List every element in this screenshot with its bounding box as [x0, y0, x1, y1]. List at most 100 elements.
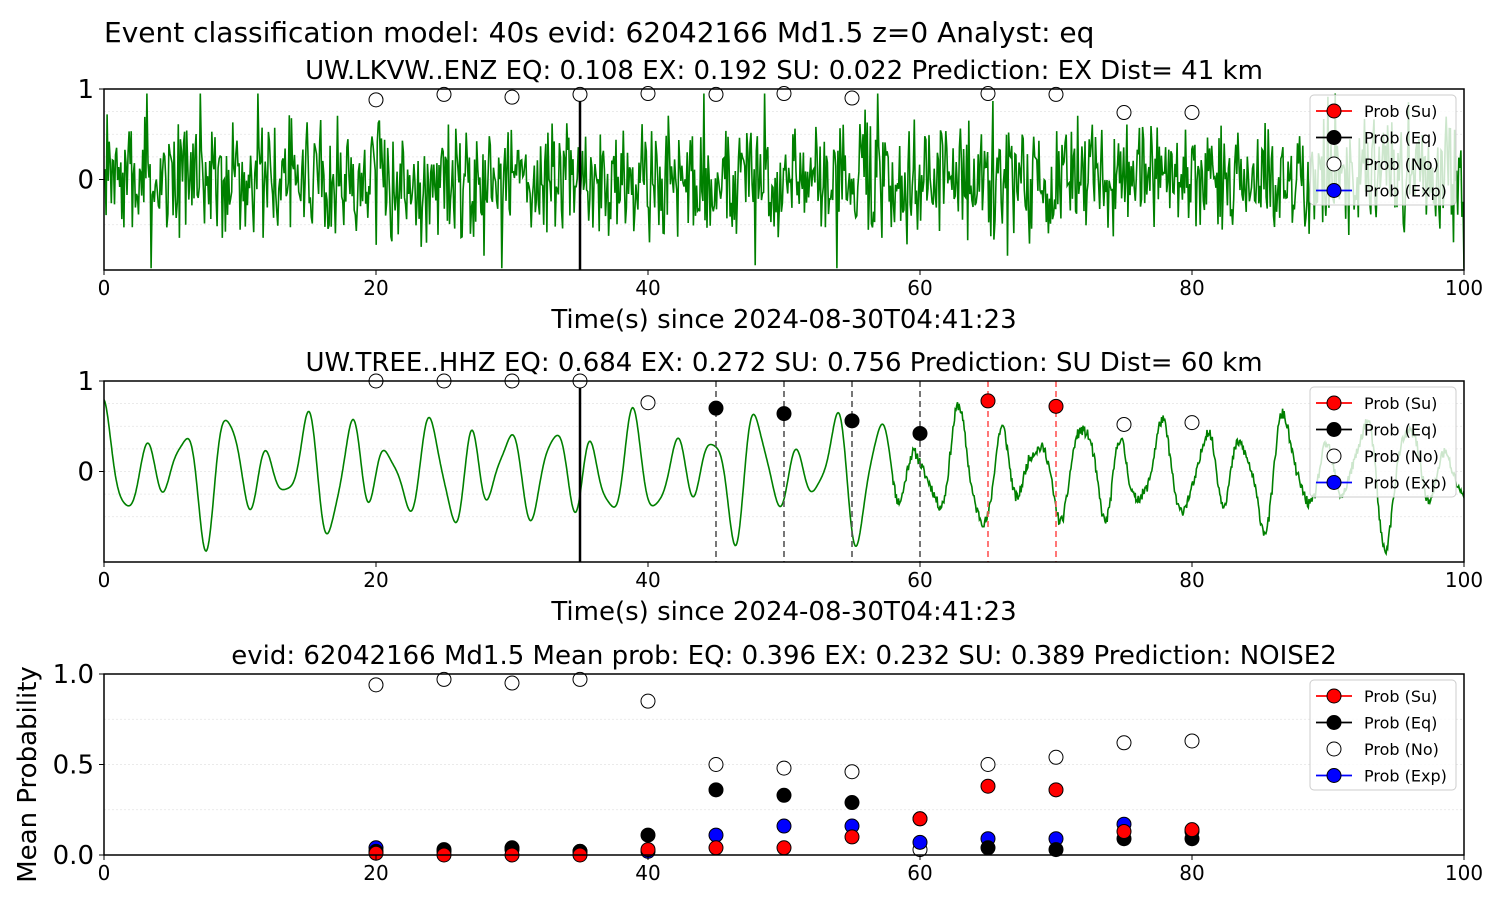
waveform-line — [104, 93, 1464, 269]
marker-prob-no — [1116, 735, 1132, 751]
legend-marker — [1326, 130, 1342, 145]
x-tick-label: 40 — [635, 568, 660, 592]
marker-prob-no — [1116, 416, 1132, 432]
marker-prob-no — [640, 86, 656, 102]
marker-prob-su — [1048, 398, 1064, 414]
marker-prob-su — [1048, 782, 1064, 798]
x-tick-label: 60 — [907, 568, 932, 592]
marker-prob-su — [776, 840, 792, 856]
y-tick-label: 0 — [77, 166, 94, 196]
x-tick-label: 20 — [363, 568, 388, 592]
legend-label: Prob (Eq) — [1364, 714, 1437, 733]
x-axis-label: Time(s) since 2024-08-30T04:41:23 — [550, 305, 1016, 335]
x-tick-label: 0 — [98, 568, 111, 592]
x-tick-label: 0 — [98, 276, 111, 300]
legend-marker — [1326, 768, 1342, 783]
marker-prob-eq — [1048, 842, 1064, 858]
legend-marker — [1326, 448, 1342, 464]
legend-box — [1309, 386, 1457, 498]
marker-prob-no — [640, 693, 656, 709]
marker-prob-no — [504, 89, 520, 105]
panel-3: 0 20 40 60 80 100 0.0 0.5 1.0 evid: 62042166 Md1.… — [13, 641, 1483, 885]
y-tick-label: 0.5 — [53, 751, 94, 781]
marker-prob-no — [572, 671, 588, 687]
x-tick-label: 40 — [635, 276, 660, 300]
x-tick-label: 80 — [1179, 276, 1204, 300]
marker-prob-exp — [708, 827, 724, 843]
marker-prob-eq — [708, 782, 724, 798]
marker-prob-no — [844, 90, 860, 106]
x-tick-label: 20 — [363, 861, 388, 885]
x-tick-label: 20 — [363, 276, 388, 300]
y-axis-label: Mean Probability — [13, 666, 43, 883]
legend-label: Prob (No) — [1364, 155, 1439, 174]
legend-box — [1309, 94, 1457, 206]
marker-prob-no — [368, 92, 384, 108]
marker-prob-exp — [912, 834, 928, 850]
marker-prob-eq — [708, 400, 724, 416]
panel-title: UW.LKVW..ENZ EQ: 0.108 EX: 0.192 SU: 0.0… — [305, 56, 1263, 86]
marker-prob-su — [980, 778, 996, 794]
x-tick-label: 60 — [907, 276, 932, 300]
legend-label: Prob (No) — [1364, 447, 1439, 466]
y-tick-label: 1 — [77, 367, 94, 397]
x-tick-label: 80 — [1179, 861, 1204, 885]
legend-label: Prob (Su) — [1364, 394, 1437, 413]
legend-marker — [1326, 741, 1342, 757]
legend-marker — [1326, 395, 1342, 411]
marker-prob-no — [1048, 749, 1064, 765]
legend-marker — [1326, 422, 1342, 437]
legend-marker — [1326, 715, 1342, 730]
marker-prob-no — [844, 764, 860, 780]
waveform-line — [104, 399, 1464, 557]
marker-prob-su — [912, 811, 928, 827]
legend-marker — [1326, 183, 1342, 198]
legend-box — [1309, 679, 1457, 791]
marker-prob-no — [980, 757, 996, 772]
marker-prob-no — [640, 395, 656, 411]
marker-prob-eq — [912, 425, 928, 441]
y-tick-label: 0 — [77, 458, 94, 488]
x-tick-label: 0 — [98, 861, 111, 885]
figure-suptitle: Event classification model: 40s evid: 62… — [104, 16, 1094, 49]
legend-marker — [1326, 103, 1342, 119]
marker-prob-eq — [776, 406, 792, 422]
legend: Prob (Su) Prob (Eq) Prob (No) Prob (Exp) — [1309, 386, 1457, 498]
legend-label: Prob (Su) — [1364, 102, 1437, 121]
x-tick-label: 100 — [1445, 568, 1483, 592]
x-tick-label: 100 — [1445, 861, 1483, 885]
x-tick-label: 60 — [907, 861, 932, 885]
marker-prob-su — [844, 829, 860, 845]
legend-label: Prob (Exp) — [1364, 182, 1447, 201]
marker-prob-eq — [844, 795, 860, 811]
marker-prob-eq — [844, 413, 860, 429]
legend-label: Prob (Eq) — [1364, 421, 1437, 440]
legend-marker — [1326, 475, 1342, 490]
y-tick-label: 0.0 — [53, 841, 94, 871]
marker-prob-no — [436, 86, 452, 102]
y-tick-label: 1.0 — [53, 660, 94, 690]
legend-label: Prob (No) — [1364, 740, 1439, 759]
marker-prob-no — [1048, 86, 1064, 102]
marker-prob-no — [572, 86, 588, 102]
marker-prob-no — [1184, 105, 1200, 121]
marker-prob-no — [1184, 733, 1200, 749]
marker-prob-su — [708, 840, 724, 856]
marker-prob-eq — [980, 840, 996, 856]
panel-title: evid: 62042166 Md1.5 Mean prob: EQ: 0.39… — [231, 641, 1337, 671]
marker-prob-no — [1116, 105, 1132, 121]
legend: Prob (Su) Prob (Eq) Prob (No) Prob (Exp) — [1309, 94, 1457, 206]
x-axis-label: Time(s) since 2024-08-30T04:41:23 — [550, 597, 1016, 627]
marker-prob-exp — [776, 818, 792, 834]
marker-prob-no — [980, 86, 996, 102]
marker-prob-no — [708, 86, 724, 102]
legend-marker — [1326, 688, 1342, 704]
marker-prob-su — [368, 845, 384, 861]
legend: Prob (Su) Prob (Eq) Prob (No) Prob (Exp) — [1309, 679, 1457, 791]
marker-prob-no — [776, 760, 792, 776]
marker-prob-eq — [640, 827, 656, 843]
panel-title: UW.TREE..HHZ EQ: 0.684 EX: 0.272 SU: 0.7… — [305, 348, 1262, 378]
marker-prob-su — [1184, 822, 1200, 838]
legend-label: Prob (Eq) — [1364, 129, 1437, 148]
legend-label: Prob (Su) — [1364, 687, 1437, 706]
